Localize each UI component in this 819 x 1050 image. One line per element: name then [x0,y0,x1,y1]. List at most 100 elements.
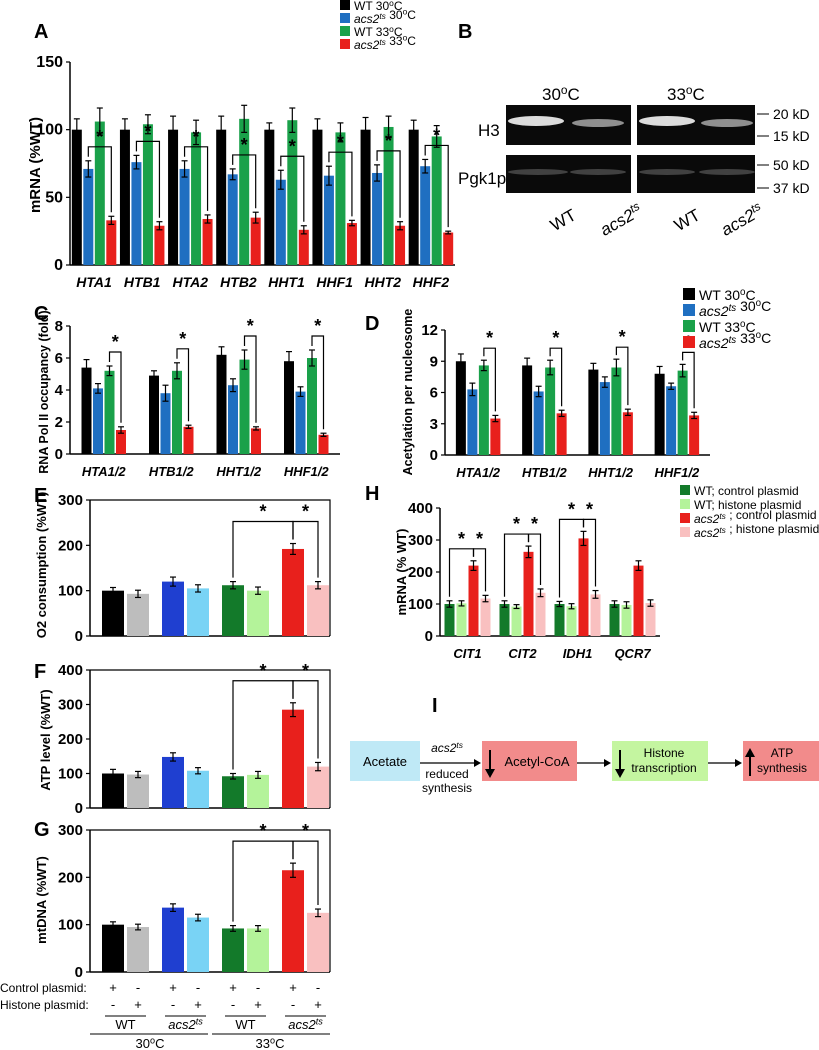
blot-pgk-30 [506,155,631,193]
H-3-bar [590,594,601,636]
G-histone-mark: - [231,997,235,1012]
G-1-bar [127,927,149,972]
diagram-down-arrowhead [485,769,495,778]
A-3-bar [395,225,406,265]
A-category-label: HHT2 [365,274,402,290]
C-1-bar [228,385,238,454]
H-category-label: CIT2 [508,646,537,661]
panel-letter: G [34,819,50,841]
F-7-bar [307,766,329,808]
H-legend-label: acs2ts ; histone plasmid [694,522,819,540]
A-category-label: HTA2 [173,274,209,290]
H-legend-label: WT; control plasmid [694,484,799,498]
G-control-mark: - [316,980,320,995]
F-4-bar [222,776,244,808]
G-3-bar [187,917,209,972]
D-ytick-label: 3 [430,416,438,433]
H-0-bar [609,604,620,636]
A-sig-bracket [87,146,112,213]
D-legend-swatch [683,288,695,300]
D-1-bar [467,389,478,455]
F-0-bar [102,773,124,808]
G-row-histone-label: Histone plasmid: [0,998,89,1012]
panel-letter: E [34,485,47,507]
A-0-bar [119,129,130,265]
diagram-atp-label: ATP synthesis [757,746,807,775]
C-category-label: HTA1/2 [82,464,127,479]
E-5-bar [247,590,269,636]
diagram-arrowhead [735,759,742,767]
C-ytick-label: 6 [55,350,63,367]
F-1-bar [127,774,149,808]
C-2-bar [239,359,250,454]
diagram-arrowhead [604,759,611,767]
panel-letter: D [365,313,379,335]
diagram-enzyme-label: acs2ts [431,740,464,755]
D-sig-star: * [486,328,493,348]
D-legend-swatch [683,336,695,348]
G-histone-mark: + [194,997,202,1012]
F-3-bar [187,770,209,808]
diagram-acetate-label: Acetate [363,754,407,769]
blot-row-h3: H3 [478,121,500,140]
G-ytick-label: 300 [58,822,83,839]
G-histone-mark: - [291,997,295,1012]
A-3-bar [154,225,165,265]
diagram-histone-label: Histone transcription [631,746,696,775]
H-1-bar [511,606,522,636]
A-legend-swatch [340,13,350,23]
H-ytick-label: 200 [408,564,433,581]
E-7-bar [307,585,329,636]
H-0-bar [444,604,455,636]
C-0-bar [81,367,92,454]
A-0-bar [216,129,227,265]
A-sig-bracket [280,155,305,222]
G-6-bar [282,870,304,972]
G-histone-mark: + [254,997,262,1012]
C-0-bar [149,375,159,454]
diagram-note: reduced synthesis [422,767,472,795]
H-sig-star: * [513,514,520,534]
E-ytick-label: 300 [58,492,83,509]
blot-lane-label: acs2ts [596,199,646,240]
D-ytick-label: 6 [430,385,438,402]
G-2-bar [162,907,184,972]
blot-h3-30-band [508,116,564,126]
D-3-bar [689,415,700,455]
C-0-bar [284,361,294,454]
D-ylabel: Acetylation per nucleosome [401,309,415,476]
A-category-label: HTB1 [124,274,161,290]
E-4-bar [222,585,244,636]
C-1-bar [160,393,171,454]
E-0-bar [102,590,124,636]
H-2-bar [523,551,534,636]
H-3-bar [645,603,656,636]
C-sig-star: * [247,316,254,336]
A-category-label: HHF2 [413,274,450,290]
F-sig-star: * [259,661,266,681]
G-row-control-label: Control plasmid: [0,981,87,995]
H-1-bar [621,604,632,636]
G-control-mark: - [256,980,260,995]
H-sig-bracket [472,548,487,592]
H-2-bar [468,565,479,636]
A-category-label: HTA1 [76,274,112,290]
D-0-bar [522,365,533,455]
A-2-bar [94,121,105,266]
diagram-acetylcoa-label: Acetyl-CoA [504,754,569,769]
A-2-bar [142,124,153,266]
A-sig-star: * [433,125,440,145]
G-histone-mark: + [314,997,322,1012]
H-sig-star: * [476,529,483,549]
blot-lane-label: WT [547,205,579,235]
C-sig-star: * [179,329,186,349]
G-ytick-label: 200 [58,869,83,886]
A-category-label: HHF1 [316,274,353,290]
H-0-bar [499,604,510,636]
A-1-bar [323,175,334,265]
D-1-bar [666,386,677,455]
A-category-label: HTB2 [220,274,257,290]
blot-h3-30-band [572,119,624,127]
A-legend-label: WT 33oC [354,24,403,39]
C-1-bar [93,388,103,454]
